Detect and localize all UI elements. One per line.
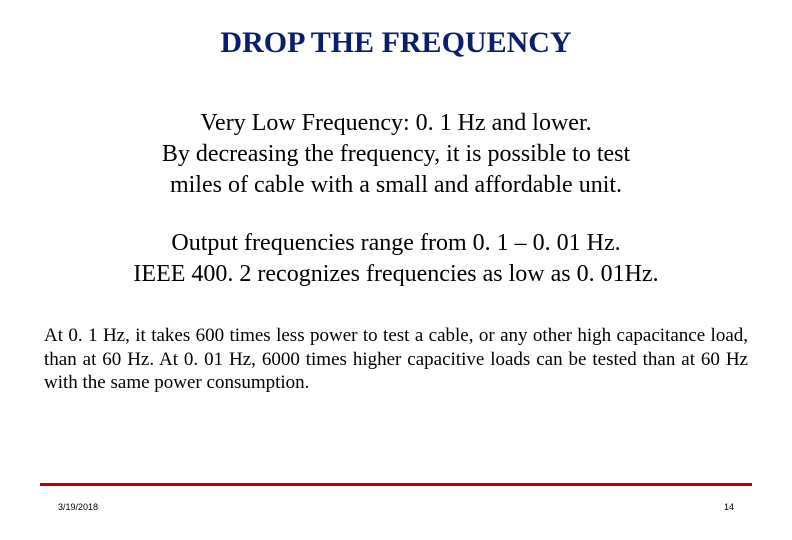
- footer-page-number: 14: [724, 502, 734, 512]
- freq-line-1: Output frequencies range from 0. 1 – 0. …: [171, 230, 620, 256]
- intro-line-1: Very Low Frequency: 0. 1 Hz and lower.: [200, 110, 591, 136]
- slide-title: DROP THE FREQUENCY: [40, 26, 752, 60]
- intro-line-3: miles of cable with a small and affordab…: [170, 172, 622, 198]
- intro-line-2: By decreasing the frequency, it is possi…: [162, 141, 630, 167]
- footer-divider: [40, 483, 752, 486]
- footer-date: 3/19/2018: [58, 502, 98, 512]
- frequency-range-paragraph: Output frequencies range from 0. 1 – 0. …: [56, 228, 736, 290]
- freq-line-2: IEEE 400. 2 recognizes frequencies as lo…: [133, 261, 658, 287]
- intro-paragraph: Very Low Frequency: 0. 1 Hz and lower. B…: [76, 108, 716, 202]
- slide-container: DROP THE FREQUENCY Very Low Frequency: 0…: [0, 0, 792, 540]
- detail-paragraph: At 0. 1 Hz, it takes 600 times less powe…: [44, 324, 748, 395]
